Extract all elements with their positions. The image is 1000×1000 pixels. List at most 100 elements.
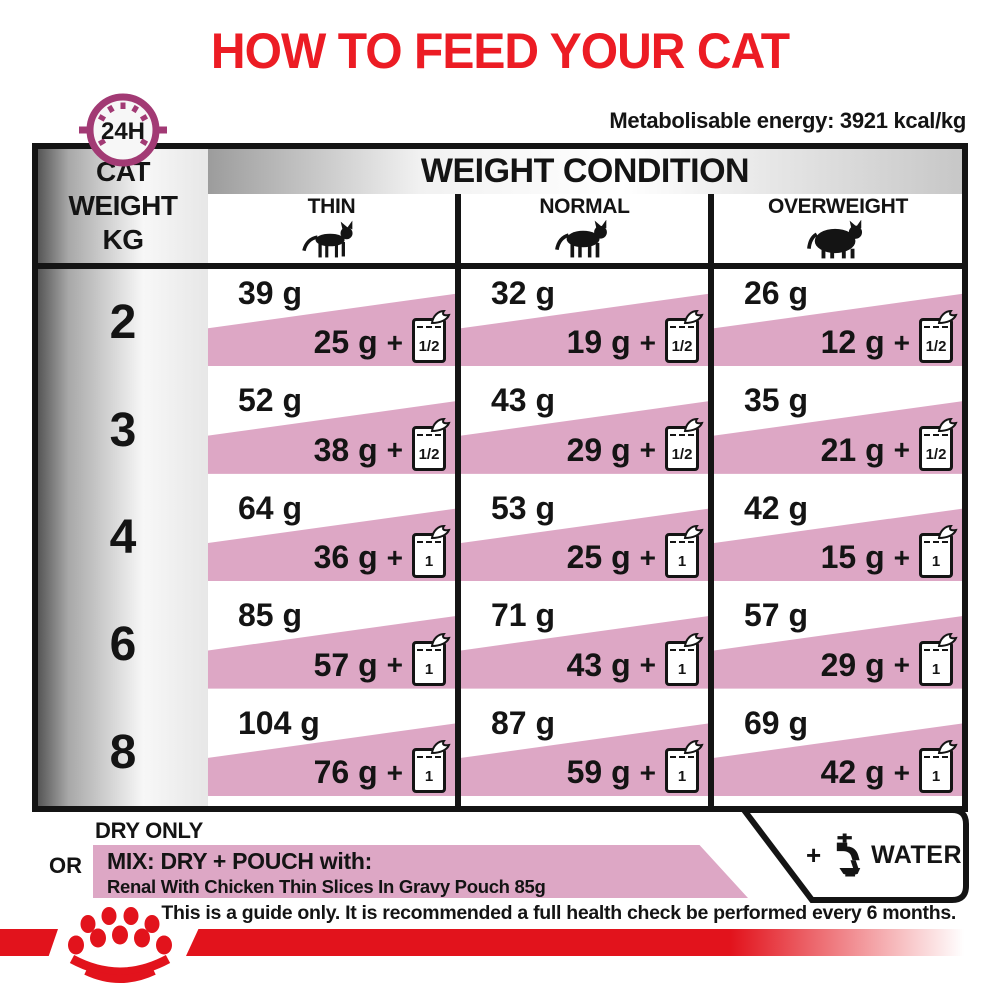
mix-subtitle: Renal With Chicken Thin Slices In Gravy …	[107, 876, 546, 897]
plus-sign: +	[639, 541, 656, 573]
axis-line-2: WEIGHT	[68, 189, 179, 221]
plus-sign: +	[639, 649, 656, 681]
feeding-cell-thin: 39 g 25 g + 1/2	[208, 271, 455, 367]
feeding-table: WEIGHT CONDITION CAT WEIGHT KG THIN NORM…	[32, 143, 968, 812]
feeding-cell-normal: 71 g 43 g + 1	[461, 593, 708, 689]
pouch-flap-icon	[937, 632, 958, 647]
pouch-flap-icon	[683, 310, 704, 325]
dry-amount: 69 g	[744, 704, 809, 741]
plus-sign: +	[893, 541, 910, 573]
weight-condition-header: WEIGHT CONDITION	[208, 149, 962, 194]
dry-amount: 43 g	[491, 382, 556, 419]
dry-amount: 39 g	[238, 275, 303, 311]
table-row: 3 52 g 38 g + 1/2 43 g 29 g +	[38, 376, 962, 483]
dry-amount: 53 g	[491, 489, 556, 526]
mix-row: 12 g + 1/2	[821, 310, 958, 364]
feeding-cell-thin: 85 g 57 g + 1	[208, 593, 455, 689]
mix-amount: 29 g	[820, 646, 885, 683]
column-label: THIN	[307, 195, 356, 218]
column-divider	[455, 194, 461, 806]
table-body: 2 39 g 25 g + 1/2 32 g 19 g +	[38, 269, 962, 806]
column-divider	[708, 194, 714, 806]
food-pouch-icon: 1/2	[919, 417, 958, 471]
mix-amount: 76 g	[313, 754, 378, 791]
food-pouch-icon: 1/2	[412, 417, 451, 471]
pouch-count: 1	[931, 660, 941, 678]
food-pouch-icon: 1	[412, 525, 451, 579]
mix-amount: 25 g	[313, 324, 378, 361]
page-title: HOW TO FEED YOUR CAT	[210, 23, 790, 79]
dry-amount: 104 g	[238, 704, 320, 741]
mix-amount: 15 g	[820, 539, 885, 576]
mix-amount: 19 g	[566, 324, 631, 361]
feeding-cell-normal: 53 g 25 g + 1	[461, 486, 708, 582]
pouch-count: 1	[931, 768, 941, 786]
dry-amount: 32 g	[491, 275, 556, 311]
feeding-cell-normal: 87 g 59 g + 1	[461, 701, 708, 797]
pouch-count: 1	[677, 768, 687, 786]
food-pouch-icon: 1/2	[919, 310, 958, 364]
axis-line-3: KG	[102, 224, 145, 256]
dry-amount: 85 g	[238, 597, 303, 634]
pouch-flap-icon	[430, 525, 451, 540]
dry-amount: 71 g	[491, 597, 556, 634]
plus-sign: +	[639, 756, 656, 788]
feeding-cell-overweight: 57 g 29 g + 1	[714, 593, 962, 689]
dry-amount: 42 g	[744, 489, 809, 526]
plus-sign: +	[893, 326, 910, 358]
mix-row: 59 g + 1	[567, 740, 704, 794]
pouch-flap-icon	[937, 525, 958, 540]
mix-row: 42 g + 1	[820, 740, 958, 794]
pouch-flap-icon	[683, 525, 704, 540]
mix-row: 25 g + 1/2	[313, 310, 451, 364]
mix-row: 43 g + 1	[567, 632, 704, 686]
table-row: 2 39 g 25 g + 1/2 32 g 19 g +	[38, 269, 962, 376]
mix-row: 21 g + 1/2	[821, 417, 958, 471]
brand-bar-left	[0, 929, 58, 956]
dry-amount: 57 g	[744, 597, 809, 634]
or-label: OR	[49, 853, 82, 878]
feeding-cell-overweight: 42 g 15 g + 1	[714, 486, 962, 582]
water-label: WATER	[871, 840, 962, 869]
pouch-count: 1/2	[418, 338, 440, 356]
plus-sign: +	[386, 756, 403, 788]
feeding-cell-thin: 104 g 76 g + 1	[208, 701, 455, 797]
mix-banner: MIX: DRY + POUCH with: Renal With Chicke…	[93, 845, 748, 898]
table-row: 6 85 g 57 g + 1 71 g 43 g +	[38, 591, 962, 698]
food-pouch-icon: 1	[412, 740, 451, 794]
brand-bar-right	[186, 929, 964, 956]
cat-weight-value: 8	[109, 725, 137, 779]
table-row: 8 104 g 76 g + 1 87 g 59 g +	[38, 699, 962, 806]
cat-weight-value: 4	[109, 511, 137, 565]
weight-column-background	[38, 149, 208, 806]
mix-row: 57 g + 1	[314, 632, 451, 686]
overweight-cat-icon	[807, 220, 863, 259]
header-divider	[38, 263, 962, 269]
plus-sign: +	[639, 326, 656, 358]
mix-amount: 36 g	[313, 539, 378, 576]
mix-amount: 42 g	[820, 754, 885, 791]
thin-cat-icon	[301, 220, 353, 258]
plus-sign: +	[893, 756, 910, 788]
food-pouch-icon: 1	[665, 632, 704, 686]
guide-note: This is a guide only. It is recommended …	[161, 902, 956, 924]
food-pouch-icon: 1/2	[412, 310, 451, 364]
pouch-flap-icon	[430, 632, 451, 647]
dry-amount: 87 g	[491, 704, 556, 741]
food-pouch-icon: 1/2	[665, 310, 704, 364]
feeding-cell-overweight: 35 g 21 g + 1/2	[714, 378, 962, 474]
pouch-flap-icon	[937, 310, 958, 325]
mix-row: 29 g + 1	[820, 632, 958, 686]
feeding-cell-normal: 43 g 29 g + 1/2	[461, 378, 708, 474]
mix-title: MIX: DRY + POUCH with:	[107, 848, 372, 874]
pouch-count: 1/2	[671, 338, 693, 356]
feeding-cell-normal: 32 g 19 g + 1/2	[461, 271, 708, 367]
plus-sign: +	[386, 541, 403, 573]
mix-amount: 38 g	[313, 431, 378, 468]
pouch-count: 1/2	[671, 445, 693, 463]
plus-sign: +	[639, 434, 656, 466]
clock-label: 24H	[101, 118, 145, 145]
food-pouch-icon: 1	[665, 740, 704, 794]
cat-weight-value: 2	[109, 296, 137, 350]
food-pouch-icon: 1	[412, 632, 451, 686]
